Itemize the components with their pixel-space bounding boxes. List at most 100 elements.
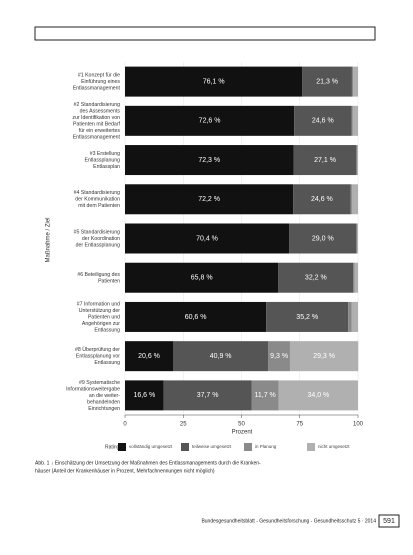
y-tick-label: #5 Standardisierung <box>74 229 121 235</box>
bar-segment <box>289 223 357 254</box>
bar-segment <box>351 184 358 215</box>
bar-segment <box>125 341 173 372</box>
bar-segment <box>268 341 290 372</box>
bar-segment <box>125 262 279 293</box>
y-tick-label: Patienten mit Bedarf <box>73 121 121 127</box>
bar-segment <box>353 262 355 293</box>
bar-segment <box>251 380 279 411</box>
legend-label: nicht umgesetzt <box>318 444 350 449</box>
legend-label: vollständig umgesetzt <box>129 444 173 449</box>
y-tick-label: Entlassung <box>94 327 120 333</box>
y-tick-label: #7 Information und <box>77 301 120 307</box>
legend-title: Rating <box>105 444 120 450</box>
bar-segment <box>351 66 354 97</box>
data-label: 60,6 % <box>185 314 207 321</box>
y-tick-label: Entlassmanagement <box>73 85 121 91</box>
bar-segment <box>354 262 358 293</box>
footer-journal: Bundesgesundheitsblatt - Gesundheitsfors… <box>201 518 376 524</box>
bar-segment <box>289 341 359 372</box>
caption: Abb. 1 ↓ Einschätzung der Umsetzung der … <box>35 460 261 466</box>
bar-segment <box>125 380 164 411</box>
bar-segment <box>125 145 294 176</box>
legend-swatch <box>307 443 315 451</box>
bar-segment <box>353 66 358 97</box>
y-tick-label: Angehörigen zur <box>82 321 120 327</box>
y-tick-label: der Koordination <box>82 236 120 242</box>
y-tick-label: Entlassplan <box>93 164 120 170</box>
data-label: 24,6 % <box>312 118 334 125</box>
caption: häuser (Anteil der Krankenhäuser in Proz… <box>35 468 215 474</box>
bar-segment <box>351 301 358 332</box>
bar-segment <box>351 105 353 136</box>
bar-segment <box>293 184 351 215</box>
data-label: 37,7 % <box>197 392 219 399</box>
data-label: 27,1 % <box>314 157 336 164</box>
data-label: 21,3 % <box>316 78 338 85</box>
bar-segment <box>278 380 358 411</box>
y-tick-label: Einführung eines <box>81 79 120 85</box>
bar-segment <box>172 341 269 372</box>
y-tick-label: #6 Beteiligung des <box>77 272 120 278</box>
y-tick-label: des Assessments <box>80 108 121 114</box>
bar-segment <box>125 301 267 332</box>
y-tick-label: Entlassplanung vor <box>76 354 120 360</box>
y-tick-label: für ein erweitertes <box>79 128 121 134</box>
y-tick-label: #9 Systematische <box>79 380 120 386</box>
bar-segment <box>302 66 352 97</box>
bar-segment <box>278 262 354 293</box>
y-tick-label: Entlassung <box>94 360 120 366</box>
bar-segment <box>125 184 294 215</box>
y-tick-label: behandelnden <box>87 399 120 405</box>
bar-segment <box>350 184 352 215</box>
data-label: 40,9 % <box>210 353 232 360</box>
data-label: 20,6 % <box>138 353 160 360</box>
data-label: 72,3 % <box>198 157 220 164</box>
data-label: 29,0 % <box>312 235 334 242</box>
data-label: 65,8 % <box>191 275 213 282</box>
bar-segment <box>125 223 290 254</box>
bar-segment <box>294 105 352 136</box>
y-tick-label: Entlassmanagement <box>73 134 121 140</box>
y-tick-label: der Kommunikation <box>75 197 120 203</box>
data-label: 24,6 % <box>311 196 333 203</box>
bar-segment <box>356 145 358 176</box>
bar-segment <box>266 301 349 332</box>
page-box <box>378 514 400 528</box>
x-tick-label: 0 <box>123 422 127 428</box>
x-tick-label: 100 <box>353 422 364 428</box>
legend-swatch <box>181 443 189 451</box>
y-tick-label: #4 Standardisierung <box>74 190 121 196</box>
legend-swatch <box>118 443 126 451</box>
y-tick-label: #8 Überprüfung der <box>75 346 120 353</box>
data-label: 35,2 % <box>296 314 318 321</box>
x-tick-label: 25 <box>180 422 187 428</box>
y-tick-label: Patienten <box>98 278 120 284</box>
bar-segment <box>125 66 303 97</box>
y-tick-label: Patienten und <box>88 314 120 320</box>
data-label: 76,1 % <box>203 78 225 85</box>
data-label: 16,6 % <box>133 392 155 399</box>
x-tick-label: 50 <box>238 422 245 428</box>
y-tick-label: Entlassplanung <box>85 157 121 163</box>
data-label: 32,2 % <box>305 275 327 282</box>
header-box <box>34 26 376 41</box>
y-tick-label: Unterstützung der <box>79 308 121 314</box>
bar-segment <box>352 105 358 136</box>
bar-segment <box>356 223 358 254</box>
bar-segment <box>125 105 295 136</box>
data-label: 72,6 % <box>199 118 221 125</box>
bar-segment <box>163 380 252 411</box>
y-tick-label: #1 Konzept für die <box>78 72 120 78</box>
y-tick-label: der Entlassplanung <box>76 242 121 248</box>
data-label: 9,3 % <box>270 353 288 360</box>
y-tick-label: mit dem Patienten <box>78 203 120 209</box>
legend-label: in Planung <box>255 444 277 449</box>
y-tick-label: Informationsweitergabe <box>66 386 120 392</box>
data-label: 34,0 % <box>307 392 329 399</box>
data-label: 11,7 % <box>255 392 276 399</box>
y-tick-label: #2 Standardisierung <box>74 102 121 108</box>
legend-swatch <box>244 443 252 451</box>
legend-label: teilweise umgesetzt <box>192 444 232 449</box>
